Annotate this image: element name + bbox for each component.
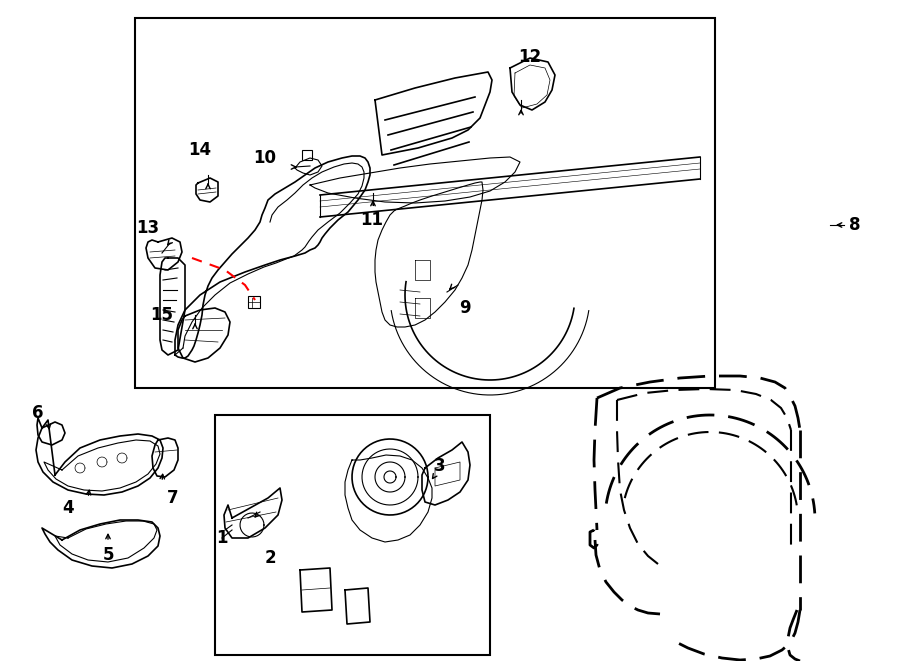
Bar — [215, 415, 490, 655]
Text: 15: 15 — [150, 306, 174, 324]
Text: 11: 11 — [361, 211, 383, 229]
Text: 7: 7 — [167, 489, 179, 507]
Text: 1: 1 — [216, 529, 228, 547]
Text: 9: 9 — [459, 299, 471, 317]
Text: 6: 6 — [32, 404, 44, 422]
Bar — [135, 18, 715, 388]
Text: 3: 3 — [434, 457, 446, 475]
Text: 8: 8 — [850, 216, 860, 234]
Text: 2: 2 — [265, 549, 275, 567]
Text: 13: 13 — [137, 219, 159, 237]
Text: 14: 14 — [188, 141, 212, 159]
Text: 5: 5 — [103, 546, 113, 564]
Text: 12: 12 — [518, 48, 542, 66]
Text: 4: 4 — [62, 499, 74, 517]
Bar — [248, 296, 260, 308]
Text: 10: 10 — [254, 149, 276, 167]
Bar — [302, 150, 312, 160]
